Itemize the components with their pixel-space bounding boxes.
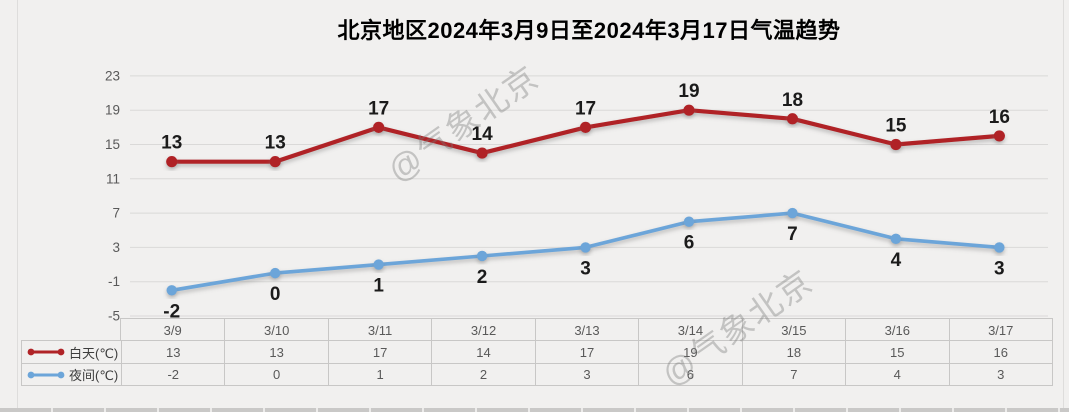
table-day-value-cell: 13 xyxy=(224,341,327,363)
right-edge-line xyxy=(1063,0,1064,412)
data-label: 13 xyxy=(161,133,182,154)
y-axis-tick-label: 3 xyxy=(112,240,120,255)
day-data-point xyxy=(993,130,1005,142)
table-day-value-cell: 13 xyxy=(121,341,224,363)
night-data-point xyxy=(270,267,281,279)
y-axis-tick-label: -5 xyxy=(108,309,120,324)
data-table-values: 白天(℃) 13 13 17 14 17 19 18 15 16 夜间(℃) -2 0 1 2 3 6 7 4 3 xyxy=(21,340,1053,386)
y-axis-tick-label: 15 xyxy=(105,137,120,152)
data-label: 13 xyxy=(265,133,286,154)
legend-night-label: 夜间(℃) xyxy=(69,368,119,383)
legend-night: 夜间(℃) xyxy=(22,363,121,385)
data-label: 6 xyxy=(684,233,695,254)
table-night-value-cell: 3 xyxy=(948,363,1052,385)
night-legend-marker-icon xyxy=(27,371,65,378)
y-axis-tick-label: 19 xyxy=(105,103,120,118)
data-label: 3 xyxy=(580,258,591,279)
table-night-value-cell: 4 xyxy=(845,363,949,385)
day-data-point xyxy=(683,104,695,116)
data-label: 0 xyxy=(270,284,281,305)
data-label: 17 xyxy=(368,98,389,119)
night-data-point xyxy=(166,285,177,296)
table-day-value-cell: 18 xyxy=(741,341,845,363)
night-data-point xyxy=(890,233,902,245)
table-night-value-cell: 7 xyxy=(741,363,846,385)
table-night-value-cell: 2 xyxy=(431,363,535,385)
legend-day-label: 白天(℃) xyxy=(69,345,119,361)
day-data-point xyxy=(269,156,281,168)
legend-day: 白天(℃) xyxy=(22,341,121,363)
data-label: 2 xyxy=(477,267,488,288)
table-date-cell: 3/9 xyxy=(163,322,182,338)
data-label: 3 xyxy=(994,258,1005,279)
day-data-point xyxy=(373,121,385,133)
table-date-cell: 3/17 xyxy=(948,319,1052,341)
y-axis-tick-label: -1 xyxy=(108,274,120,289)
data-label: 14 xyxy=(472,124,494,145)
night-data-point xyxy=(373,259,384,270)
table-date-cell: 3/10 xyxy=(224,319,327,341)
table-day-value-cell: 15 xyxy=(845,341,948,363)
table-day-value-cell: 19 xyxy=(638,341,741,363)
data-label: 7 xyxy=(787,224,798,245)
data-table-dates-row: 3/9 3/10 3/11 3/12 3/13 3/14 3/15 3/16 3/17 xyxy=(120,318,1053,341)
night-data-point xyxy=(787,207,798,219)
table-date-cell: 3/15 xyxy=(741,319,845,341)
day-data-point xyxy=(890,138,902,151)
table-night-value-cell: 6 xyxy=(638,363,742,385)
data-label: 4 xyxy=(891,250,902,271)
y-axis-tick-label: 23 xyxy=(105,68,120,83)
day-data-point xyxy=(786,113,799,125)
table-night-value-cell: -2 xyxy=(121,363,225,385)
day-legend-marker-icon xyxy=(27,348,65,356)
cropped-bottom-table-edge xyxy=(0,408,1069,412)
table-day-value-cell: 14 xyxy=(431,341,534,363)
table-date-cell: 3/16 xyxy=(845,319,948,341)
data-label: -2 xyxy=(163,301,180,322)
table-night-value-cell: 1 xyxy=(327,363,432,385)
data-label: 19 xyxy=(678,81,699,102)
night-data-point xyxy=(683,216,695,227)
night-data-point xyxy=(994,242,1005,253)
table-date-cell: 3/13 xyxy=(534,319,638,341)
left-edge-line xyxy=(17,0,18,412)
chart-title: 北京地区2024年3月9日至2024年3月17日气温趋势 xyxy=(337,18,841,43)
table-date-cell: 3/12 xyxy=(431,319,534,341)
table-day-value-cell: 17 xyxy=(327,341,431,363)
data-label: 15 xyxy=(885,116,907,137)
y-axis-tick-label: 7 xyxy=(112,206,120,221)
data-label: 1 xyxy=(373,276,384,297)
table-night-value-cell: 3 xyxy=(534,363,639,385)
table-night-value-cell: 0 xyxy=(224,363,328,385)
data-label: 17 xyxy=(575,98,596,119)
data-label: 18 xyxy=(782,90,803,111)
y-axis-tick-label: 11 xyxy=(106,171,120,186)
table-date-cell: 3/11 xyxy=(327,319,431,341)
day-data-point xyxy=(166,156,178,168)
table-day-value-cell: 17 xyxy=(534,341,638,363)
night-data-point xyxy=(580,242,591,253)
night-data-point xyxy=(476,250,488,262)
data-label: 16 xyxy=(989,107,1010,128)
table-day-value-cell: 16 xyxy=(948,341,1052,363)
day-data-point xyxy=(579,121,592,133)
day-data-point xyxy=(476,147,488,159)
table-date-cell: 3/14 xyxy=(638,319,741,341)
